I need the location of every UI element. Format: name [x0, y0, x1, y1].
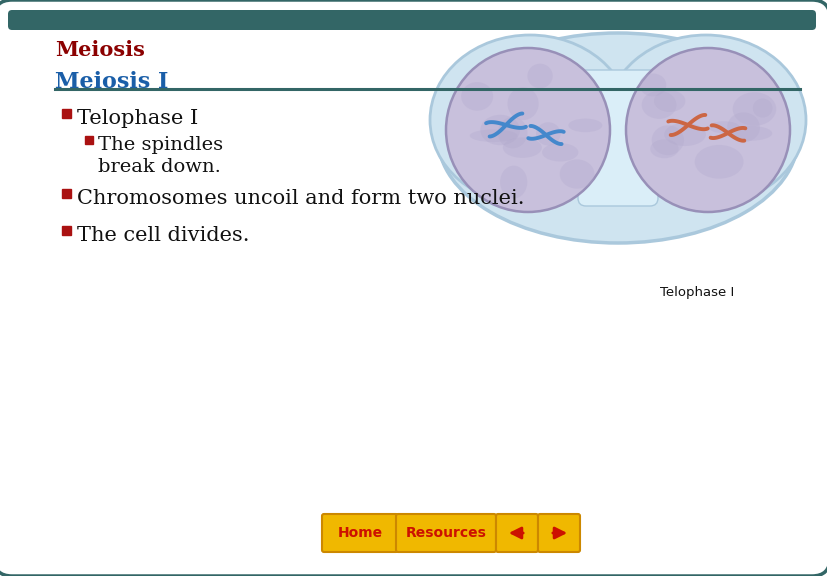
Text: The cell divides.: The cell divides. [77, 226, 249, 245]
FancyBboxPatch shape [8, 10, 815, 30]
Text: Meiosis: Meiosis [55, 40, 145, 60]
FancyBboxPatch shape [322, 514, 398, 552]
Ellipse shape [527, 64, 552, 88]
Ellipse shape [649, 139, 678, 158]
Ellipse shape [542, 143, 578, 161]
Ellipse shape [694, 145, 743, 179]
Text: Telophase I: Telophase I [659, 286, 734, 299]
Bar [62, 109, 71, 118]
FancyBboxPatch shape [495, 514, 538, 552]
Ellipse shape [625, 48, 789, 212]
FancyBboxPatch shape [538, 514, 579, 552]
Ellipse shape [752, 98, 772, 118]
Ellipse shape [502, 138, 541, 158]
Bar [85, 136, 93, 144]
Text: Telophase I: Telophase I [77, 109, 198, 128]
FancyBboxPatch shape [395, 514, 495, 552]
Ellipse shape [638, 74, 666, 96]
Ellipse shape [535, 122, 560, 146]
Ellipse shape [461, 82, 493, 111]
Ellipse shape [653, 90, 685, 112]
Text: Home: Home [337, 526, 382, 540]
Ellipse shape [605, 35, 805, 205]
Ellipse shape [497, 117, 527, 149]
Ellipse shape [726, 112, 759, 142]
Ellipse shape [469, 130, 517, 142]
Ellipse shape [708, 121, 739, 133]
Ellipse shape [437, 33, 797, 243]
Text: The spindles: The spindles [98, 136, 222, 154]
Ellipse shape [559, 160, 594, 189]
Ellipse shape [567, 119, 602, 132]
Ellipse shape [429, 35, 629, 205]
Text: Chromosomes uncoil and form two nuclei.: Chromosomes uncoil and form two nuclei. [77, 189, 523, 208]
Ellipse shape [480, 115, 519, 145]
Text: break down.: break down. [98, 158, 221, 176]
Ellipse shape [726, 126, 772, 141]
Text: Meiosis I: Meiosis I [55, 71, 168, 93]
Text: Resources: Resources [405, 526, 485, 540]
Ellipse shape [732, 92, 776, 126]
Ellipse shape [500, 166, 527, 199]
Ellipse shape [507, 87, 538, 120]
Bar [62, 189, 71, 198]
Ellipse shape [446, 48, 609, 212]
Ellipse shape [651, 126, 683, 155]
Ellipse shape [663, 123, 705, 146]
Bar [62, 226, 71, 235]
FancyBboxPatch shape [577, 70, 657, 206]
Ellipse shape [641, 91, 676, 119]
